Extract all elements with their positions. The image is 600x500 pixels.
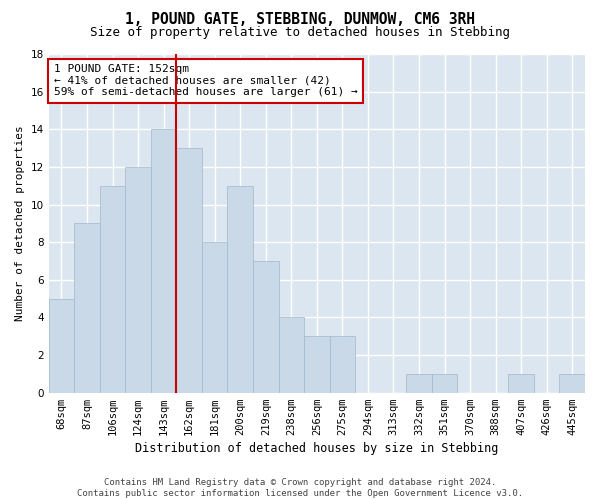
Text: 1, POUND GATE, STEBBING, DUNMOW, CM6 3RH: 1, POUND GATE, STEBBING, DUNMOW, CM6 3RH — [125, 12, 475, 28]
Bar — [202, 242, 227, 392]
Bar — [74, 224, 100, 392]
Bar — [278, 318, 304, 392]
X-axis label: Distribution of detached houses by size in Stebbing: Distribution of detached houses by size … — [135, 442, 499, 455]
Bar — [432, 374, 457, 392]
Text: Size of property relative to detached houses in Stebbing: Size of property relative to detached ho… — [90, 26, 510, 39]
Bar — [176, 148, 202, 392]
Text: Contains HM Land Registry data © Crown copyright and database right 2024.
Contai: Contains HM Land Registry data © Crown c… — [77, 478, 523, 498]
Bar — [227, 186, 253, 392]
Bar — [406, 374, 432, 392]
Bar — [329, 336, 355, 392]
Bar — [125, 167, 151, 392]
Bar — [151, 130, 176, 392]
Text: 1 POUND GATE: 152sqm
← 41% of detached houses are smaller (42)
59% of semi-detac: 1 POUND GATE: 152sqm ← 41% of detached h… — [54, 64, 358, 98]
Bar — [100, 186, 125, 392]
Bar — [559, 374, 585, 392]
Y-axis label: Number of detached properties: Number of detached properties — [15, 126, 25, 321]
Bar — [253, 261, 278, 392]
Bar — [49, 298, 74, 392]
Bar — [508, 374, 534, 392]
Bar — [304, 336, 329, 392]
